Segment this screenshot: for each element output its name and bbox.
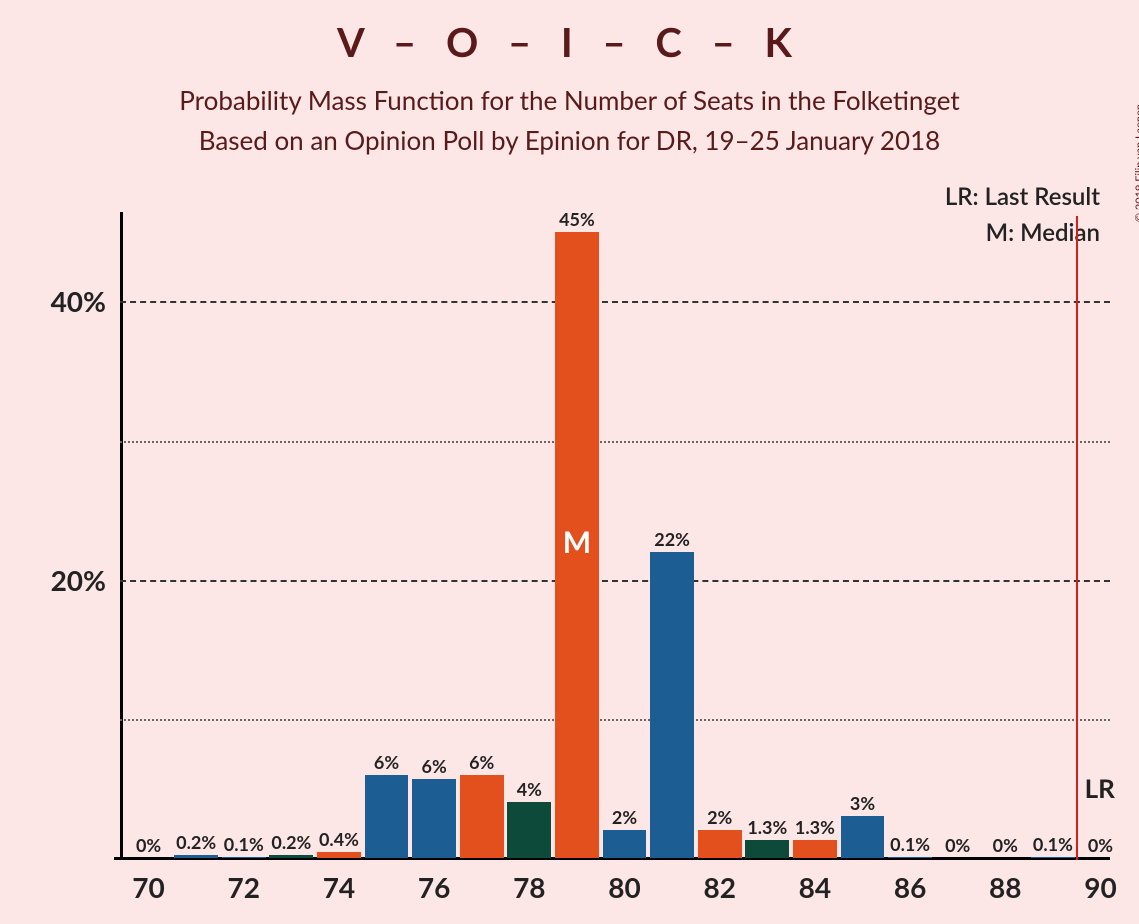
bar <box>174 855 218 858</box>
x-tick-label: 84 <box>799 870 831 904</box>
bar <box>888 857 932 858</box>
bar-value-label: 0.2% <box>176 831 216 853</box>
bar-value-label: 6% <box>422 755 447 777</box>
bar-value-label: 0% <box>945 834 970 856</box>
bar-value-label: 0.4% <box>319 828 359 850</box>
x-tick-label: 88 <box>989 870 1021 904</box>
bar <box>412 779 456 858</box>
x-tick-label: 80 <box>608 870 640 904</box>
x-tick-label: 82 <box>703 870 735 904</box>
bar-value-label: 3% <box>850 792 875 814</box>
x-tick-label: 72 <box>228 870 260 904</box>
legend-m: M: Median <box>986 218 1100 247</box>
bar-value-label: 1.3% <box>795 816 835 838</box>
y-tick-label: 40% <box>51 284 106 318</box>
bar-value-label: 0% <box>136 834 161 856</box>
bar-value-label: 6% <box>374 751 399 773</box>
x-tick-label: 74 <box>323 870 355 904</box>
x-tick-label: 90 <box>1084 870 1116 904</box>
bar-value-label: 22% <box>654 528 690 550</box>
chart-plot-area: LR: Last Result M: Median 20%40%70727476… <box>120 218 1110 858</box>
bar-value-label: 1.3% <box>747 816 787 838</box>
gridline-minor <box>120 719 1110 721</box>
legend-lr: LR: Last Result <box>945 182 1100 211</box>
bar <box>698 830 742 858</box>
x-tick-label: 86 <box>894 870 926 904</box>
last-result-label: LR <box>1085 772 1115 804</box>
bar-value-label: 0.2% <box>271 831 311 853</box>
bar-value-label: 6% <box>469 751 494 773</box>
bar-value-label: 2% <box>707 806 732 828</box>
bar-value-label: 0% <box>993 834 1018 856</box>
chart-title: V – O – I – C – K <box>0 18 1139 66</box>
bar-value-label: 0.1% <box>1033 833 1073 855</box>
bar <box>793 840 837 858</box>
bar-value-label: 0.1% <box>224 833 264 855</box>
subtitle-line2: Based on an Opinion Poll by Epinion for … <box>199 124 941 156</box>
copyright-text: © 2019 Filip van Laenen <box>1133 104 1139 222</box>
bar <box>460 775 504 858</box>
bar <box>269 855 313 858</box>
bar <box>317 852 361 858</box>
bar-value-label: 45% <box>559 208 595 230</box>
bar <box>841 816 885 858</box>
gridline-minor <box>120 441 1110 443</box>
x-tick-label: 70 <box>132 870 164 904</box>
bar-value-label: 0.1% <box>890 833 930 855</box>
bar <box>1031 857 1075 858</box>
bar-value-label: 0% <box>1088 834 1113 856</box>
bar <box>365 775 409 858</box>
y-tick-label: 20% <box>51 563 106 597</box>
bar <box>745 840 789 858</box>
subtitle-line1: Probability Mass Function for the Number… <box>179 84 959 116</box>
bar <box>507 802 551 858</box>
chart-subtitle: Probability Mass Function for the Number… <box>0 80 1139 161</box>
x-tick-label: 78 <box>513 870 545 904</box>
bar <box>603 830 647 858</box>
bar-value-label: 4% <box>517 778 542 800</box>
y-axis <box>120 212 123 858</box>
gridline-major <box>120 580 1110 582</box>
bar <box>650 552 694 858</box>
last-result-line <box>1076 216 1078 860</box>
bar-value-label: 2% <box>612 806 637 828</box>
gridline-major <box>120 301 1110 303</box>
x-tick-label: 76 <box>418 870 450 904</box>
bar <box>222 857 266 858</box>
median-label: M <box>563 524 591 560</box>
